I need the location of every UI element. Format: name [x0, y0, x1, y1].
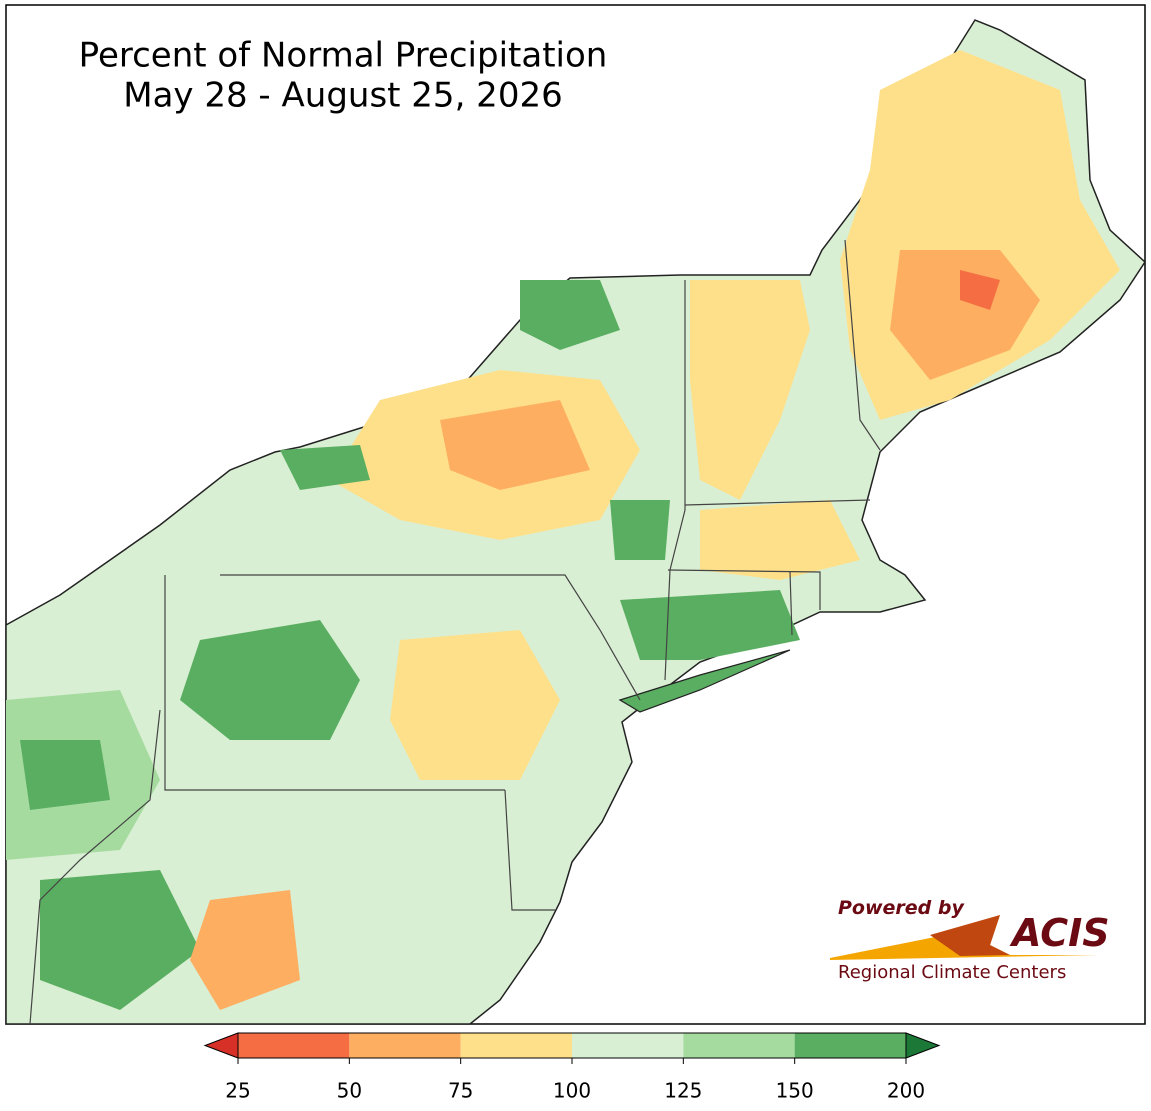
colorbar-tick-label: 100 — [553, 1079, 591, 1103]
colorbar-tick-label: 75 — [448, 1079, 473, 1103]
colorbar-extend-high — [905, 1032, 941, 1059]
precip-areas — [6, 50, 1120, 1010]
colorbar-segment — [238, 1033, 350, 1058]
title-line: Percent of Normal Precipitation — [79, 36, 608, 76]
colorbar-tick-label: 200 — [887, 1079, 925, 1103]
colorbar-tick-label: 50 — [337, 1079, 362, 1103]
colorbar-segment — [683, 1033, 795, 1058]
state-borders — [29, 239, 881, 1025]
colorbar: 25 50 75 100 125 150 200 — [203, 1032, 941, 1103]
logo-subtitle: Regional Climate Centers — [838, 962, 1066, 983]
title-line: May 28 - August 25, 2026 — [123, 76, 562, 116]
logo-name: ACIS — [1009, 911, 1110, 955]
colorbar-segment — [794, 1033, 906, 1058]
colorbar-extend-low — [203, 1032, 239, 1059]
colorbar-tick-label: 125 — [664, 1079, 702, 1103]
colorbar-tick-label: 150 — [776, 1079, 814, 1103]
acis-logo: Powered by ACIS Regional Climate Centers — [830, 897, 1110, 983]
colorbar-segment — [349, 1033, 461, 1058]
colorbar-tick-label: 25 — [225, 1079, 250, 1103]
logo-powered-by: Powered by — [838, 897, 965, 919]
colorbar-segment — [572, 1033, 684, 1058]
colorbar-segment — [460, 1033, 572, 1058]
